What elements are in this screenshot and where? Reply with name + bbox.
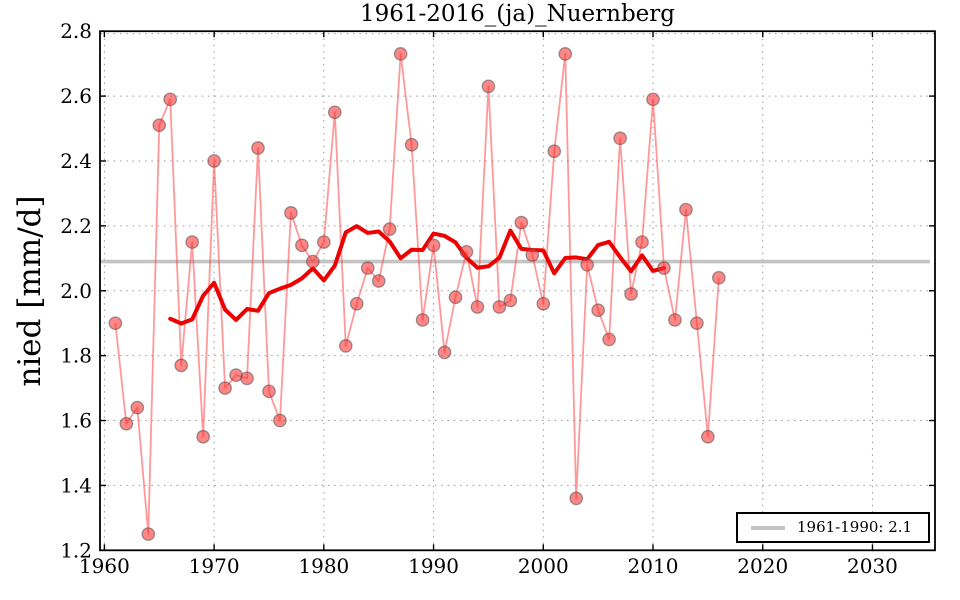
- data-point: [316, 235, 331, 249]
- data-point: [382, 222, 397, 236]
- data-point: [580, 257, 595, 272]
- data-point: [711, 270, 726, 285]
- data-point: [174, 358, 189, 373]
- legend: 1961-1990: 2.1: [736, 512, 930, 543]
- data-point: [371, 274, 386, 288]
- data-point: [536, 296, 551, 311]
- x-tick-label: 1980: [298, 554, 349, 578]
- data-point: [591, 303, 605, 318]
- x-tick-label: 2010: [628, 554, 679, 578]
- data-point: [668, 313, 682, 327]
- data-point: [602, 332, 616, 347]
- x-tick-label: 1970: [189, 554, 240, 578]
- annual-series-line: [114, 53, 720, 535]
- data-point: [569, 491, 584, 506]
- data-point: [404, 137, 419, 152]
- data-point: [284, 206, 298, 220]
- data-point: [503, 293, 518, 308]
- data-point: [273, 413, 287, 428]
- data-point: [558, 47, 573, 61]
- data-point: [295, 238, 309, 253]
- data-point: [393, 47, 408, 61]
- data-point: [207, 154, 221, 168]
- data-point: [690, 316, 704, 331]
- x-tick-label: 2000: [518, 554, 569, 578]
- data-point: [679, 202, 693, 217]
- x-tick-label: 2020: [737, 554, 788, 578]
- data-point: [448, 290, 463, 305]
- data-point: [437, 345, 452, 360]
- y-tick-label: 1.2: [60, 538, 92, 562]
- data-point: [338, 339, 353, 353]
- y-tick-label: 2.4: [60, 149, 92, 173]
- data-point: [624, 287, 638, 301]
- y-tick-label: 2.2: [60, 214, 92, 238]
- data-point: [470, 300, 485, 314]
- y-tick-label: 1.6: [60, 409, 92, 433]
- y-tick-label: 1.8: [60, 344, 92, 368]
- y-tick-label: 2.8: [60, 19, 92, 43]
- data-point: [657, 261, 671, 275]
- chart-title: 1961-2016_(ja)_Nuernberg: [359, 1, 676, 27]
- running-mean-line: [168, 224, 666, 326]
- reference-line-swatch: [751, 525, 785, 530]
- data-point: [415, 313, 430, 327]
- x-tick-label: 1990: [408, 554, 459, 578]
- data-point: [635, 235, 649, 249]
- data-point: [547, 144, 562, 159]
- x-tick-label: 2030: [847, 554, 898, 578]
- data-point: [119, 416, 134, 431]
- data-point: [240, 371, 254, 386]
- data-point: [360, 261, 375, 275]
- data-point: [613, 131, 627, 146]
- data-point: [492, 300, 507, 314]
- y-axis-label: nied [mm/d]: [12, 195, 48, 387]
- data-point: [514, 215, 529, 230]
- data-point: [262, 384, 276, 399]
- data-point: [163, 92, 178, 107]
- data-point: [251, 141, 265, 155]
- data-point: [306, 254, 320, 269]
- data-point: [108, 316, 123, 331]
- y-tick-label: 2.6: [60, 84, 92, 108]
- data-point: [525, 248, 540, 262]
- data-point: [327, 105, 342, 120]
- data-point: [196, 429, 210, 444]
- data-point: [185, 235, 200, 249]
- data-point: [459, 244, 474, 259]
- data-point: [646, 92, 660, 107]
- data-point: [701, 429, 715, 444]
- data-point: [152, 118, 167, 133]
- legend-label: 1961-1990: 2.1: [797, 518, 913, 536]
- data-point: [349, 296, 364, 311]
- data-point: [426, 238, 441, 253]
- y-tick-label: 2.0: [60, 279, 92, 303]
- data-point: [481, 79, 496, 94]
- x-tick-label: 1960: [79, 554, 130, 578]
- data-point: [130, 400, 145, 415]
- y-tick-label: 1.4: [60, 473, 92, 497]
- data-point: [141, 527, 156, 541]
- data-point: [218, 381, 232, 395]
